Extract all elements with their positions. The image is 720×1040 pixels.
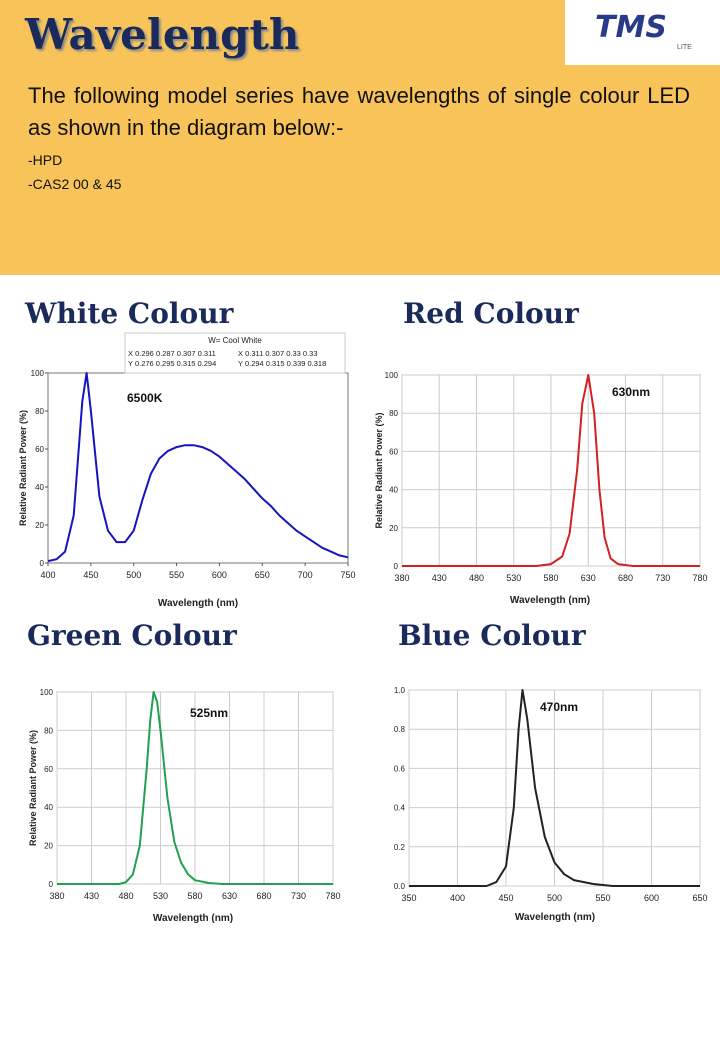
annotation: 525nm	[190, 706, 228, 720]
x-tick-label: 430	[432, 573, 447, 583]
x-tick-label: 350	[401, 893, 416, 903]
x-tick-label: 680	[256, 891, 271, 901]
page-title: Wavelength	[25, 10, 300, 59]
x-tick-label: 430	[84, 891, 99, 901]
x-axis-label: Wavelength (nm)	[515, 912, 595, 923]
y-tick-label: 0.6	[394, 764, 406, 773]
y-tick-label: 40	[389, 486, 398, 495]
x-tick-label: 450	[83, 570, 98, 580]
logo: TMS LITE	[565, 0, 720, 65]
y-tick-label: 20	[44, 842, 53, 851]
x-tick-label: 380	[394, 573, 409, 583]
section-heading: White Colour	[24, 297, 235, 330]
section-heading: Red Colour	[403, 297, 580, 330]
y-tick-label: 0	[40, 559, 45, 568]
annotation: 470nm	[540, 700, 578, 714]
x-tick-label: 580	[543, 573, 558, 583]
x-tick-label: 680	[618, 573, 633, 583]
legend-title: W= Cool White	[208, 336, 262, 345]
x-axis-label: Wavelength (nm)	[510, 595, 590, 606]
y-tick-label: 60	[44, 765, 53, 774]
y-tick-label: 60	[389, 447, 398, 456]
legend-row: X 0.311 0.307 0.33 0.33	[238, 349, 318, 358]
y-axis-label: Relative Radiant Power (%)	[18, 410, 28, 526]
spectrum-line	[57, 691, 333, 885]
x-tick-label: 700	[298, 570, 313, 580]
y-tick-label: 80	[389, 409, 398, 418]
y-tick-label: 100	[385, 371, 399, 380]
y-tick-label: 1.0	[394, 686, 406, 695]
y-tick-label: 20	[389, 524, 398, 533]
legend-row: Y 0.294 0.315 0.339 0.318	[238, 359, 326, 368]
spectrum-line	[409, 689, 700, 887]
x-tick-label: 780	[325, 891, 340, 901]
x-tick-label: 500	[547, 893, 562, 903]
y-tick-label: 40	[44, 803, 53, 812]
y-axis-label: Relative Radiant Power (%)	[28, 730, 38, 846]
x-tick-label: 600	[644, 893, 659, 903]
x-tick-label: 750	[340, 570, 355, 580]
logo-text: TMS	[595, 10, 667, 45]
y-tick-label: 20	[35, 521, 44, 530]
annotation: 6500K	[127, 391, 163, 405]
spectrum-line	[47, 372, 349, 563]
y-tick-label: 80	[35, 407, 44, 416]
x-tick-label: 630	[581, 573, 596, 583]
model-item: -HPD	[28, 152, 63, 168]
y-tick-label: 100	[40, 688, 54, 697]
x-tick-label: 730	[291, 891, 306, 901]
x-tick-label: 530	[153, 891, 168, 901]
x-tick-label: 780	[692, 573, 707, 583]
annotation: 630nm	[612, 385, 650, 399]
x-tick-label: 480	[469, 573, 484, 583]
x-tick-label: 400	[40, 570, 55, 580]
y-tick-label: 0.2	[394, 843, 406, 852]
x-tick-label: 480	[118, 891, 133, 901]
section-heading: Green Colour	[27, 619, 238, 652]
y-tick-label: 100	[31, 369, 45, 378]
intro-text: The following model series have waveleng…	[28, 83, 690, 140]
x-axis-label: Wavelength (nm)	[153, 913, 233, 924]
x-tick-label: 400	[450, 893, 465, 903]
x-tick-label: 550	[169, 570, 184, 580]
x-tick-label: 380	[49, 891, 64, 901]
x-tick-label: 530	[506, 573, 521, 583]
x-axis-label: Wavelength (nm)	[158, 598, 238, 609]
logo-sub: LITE	[677, 44, 692, 51]
legend-row: Y 0.276 0.295 0.315 0.294	[128, 359, 216, 368]
y-tick-label: 0.8	[394, 725, 406, 734]
x-tick-label: 580	[187, 891, 202, 901]
y-tick-label: 80	[44, 726, 53, 735]
y-tick-label: 40	[35, 483, 44, 492]
x-tick-label: 650	[255, 570, 270, 580]
section-heading: Blue Colour	[398, 619, 587, 652]
legend-box	[124, 332, 346, 374]
x-tick-label: 730	[655, 573, 670, 583]
y-tick-label: 0	[49, 880, 54, 889]
x-tick-label: 600	[212, 570, 227, 580]
x-tick-label: 500	[126, 570, 141, 580]
y-tick-label: 0.0	[394, 882, 406, 891]
x-tick-label: 450	[498, 893, 513, 903]
x-tick-label: 650	[692, 893, 707, 903]
x-tick-label: 630	[222, 891, 237, 901]
legend-row: X 0.296 0.287 0.307 0.311	[128, 349, 216, 358]
x-tick-label: 550	[595, 893, 610, 903]
y-tick-label: 0.4	[394, 804, 406, 813]
model-item: -CAS2 00 & 45	[28, 176, 122, 192]
spectrum-line	[402, 374, 700, 567]
y-axis-label: Relative Radiant Power (%)	[374, 412, 384, 528]
y-tick-label: 60	[35, 445, 44, 454]
y-tick-label: 0	[394, 562, 399, 571]
